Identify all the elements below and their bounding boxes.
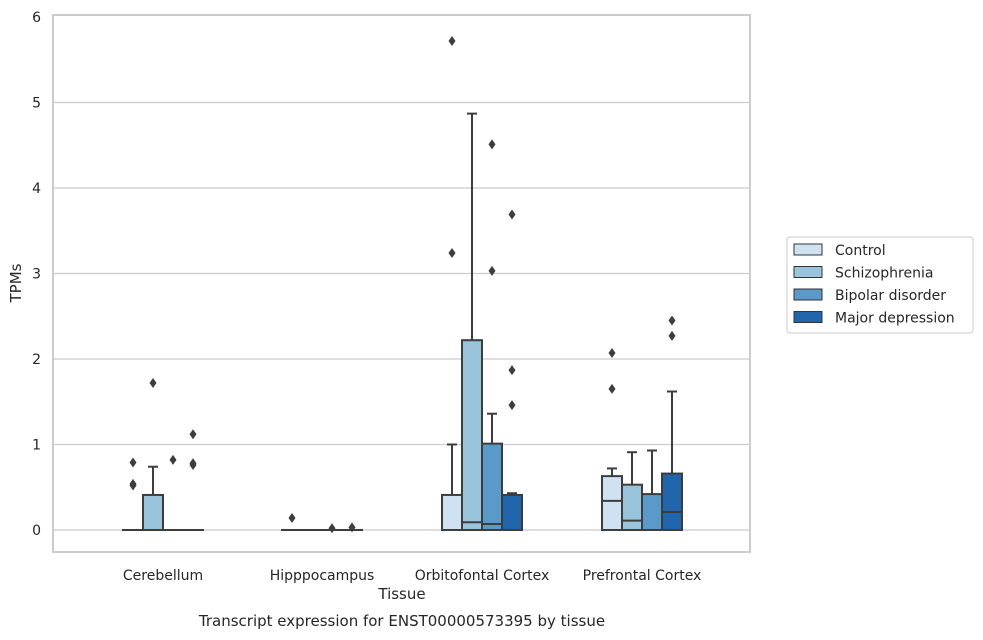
outlier-point bbox=[288, 513, 296, 524]
box bbox=[441, 35, 463, 532]
series-schizophrenia bbox=[142, 112, 643, 532]
x-tick-label: Orbitofontal Cortex bbox=[415, 568, 550, 584]
legend-swatch bbox=[793, 311, 823, 323]
x-tick-label: Hipppocampus bbox=[270, 568, 375, 584]
outlier-point bbox=[508, 400, 516, 411]
legend-swatch bbox=[793, 288, 823, 301]
box-body bbox=[661, 472, 683, 532]
x-tick-label: Prefrontal Cortex bbox=[583, 568, 702, 584]
box bbox=[481, 139, 503, 531]
y-tick-label: 3 bbox=[32, 267, 41, 283]
outlier-point bbox=[328, 523, 336, 534]
chart-caption: Transcript expression for ENST0000057339… bbox=[198, 612, 605, 630]
box-body bbox=[641, 493, 663, 531]
outlier-point bbox=[448, 35, 456, 46]
legend-item: Schizophrenia bbox=[793, 266, 933, 282]
x-tick-labels: Cerebellum Hipppocampus Orbitofontal Corte… bbox=[123, 568, 701, 584]
outlier-point bbox=[149, 377, 157, 388]
box-body bbox=[601, 475, 623, 532]
outlier-point bbox=[668, 330, 676, 341]
legend-swatch bbox=[793, 266, 823, 278]
legend-label: Schizophrenia bbox=[835, 266, 933, 282]
box bbox=[281, 513, 303, 532]
outlier-point bbox=[189, 458, 197, 469]
box bbox=[461, 112, 483, 531]
box-body bbox=[481, 442, 503, 531]
legend-item: Bipolar disorder bbox=[793, 288, 946, 304]
legend-swatch bbox=[793, 243, 823, 256]
x-tick-label: Cerebellum bbox=[123, 568, 203, 584]
outlier-point bbox=[169, 454, 177, 465]
box-series bbox=[122, 35, 683, 534]
outlier-point bbox=[668, 315, 676, 326]
x-axis-label: Tissue bbox=[377, 585, 425, 603]
box bbox=[182, 429, 204, 532]
y-tick-label: 2 bbox=[32, 352, 41, 368]
box bbox=[641, 449, 663, 531]
box bbox=[142, 377, 164, 532]
outlier-point bbox=[129, 457, 137, 468]
box-body bbox=[441, 493, 463, 532]
outlier-point bbox=[488, 265, 496, 276]
y-tick-label: 4 bbox=[32, 181, 41, 197]
box-body bbox=[621, 483, 643, 531]
outlier-point bbox=[348, 522, 356, 533]
outlier-point bbox=[608, 348, 616, 359]
box-body bbox=[142, 493, 164, 532]
y-tick-label: 6 bbox=[32, 10, 41, 26]
legend-item: Control bbox=[793, 243, 886, 259]
outlier-point bbox=[508, 365, 516, 376]
outlier-point bbox=[448, 247, 456, 258]
y-axis-label: TPMs bbox=[7, 263, 25, 303]
box-body bbox=[501, 493, 523, 532]
box bbox=[162, 454, 184, 532]
legend-label: Major depression bbox=[835, 311, 955, 327]
legend-label: Control bbox=[835, 243, 886, 259]
y-tick-label: 0 bbox=[32, 523, 41, 539]
y-tick-labels: 0 1 2 3 4 5 6 bbox=[32, 10, 41, 539]
box bbox=[621, 451, 643, 531]
y-tick-label: 5 bbox=[32, 96, 41, 112]
outlier-point bbox=[488, 139, 496, 150]
box bbox=[601, 348, 623, 532]
outlier-point bbox=[508, 209, 516, 220]
box bbox=[122, 457, 144, 532]
box bbox=[661, 315, 683, 532]
legend-frame bbox=[786, 236, 974, 334]
outlier-point bbox=[608, 383, 616, 394]
legend-label: Bipolar disorder bbox=[835, 288, 946, 304]
y-tick-label: 1 bbox=[32, 438, 41, 454]
box bbox=[501, 209, 523, 532]
outlier-point bbox=[129, 480, 137, 491]
box-body bbox=[461, 339, 483, 531]
box bbox=[321, 523, 343, 534]
legend-item: Major depression bbox=[793, 311, 955, 327]
series-major-depression bbox=[182, 209, 683, 533]
series-control bbox=[122, 35, 623, 532]
box bbox=[341, 522, 363, 533]
series-bipolar-disorder bbox=[162, 139, 663, 534]
plot-frame bbox=[52, 14, 751, 553]
legend: Control Schizophrenia Bipolar disorder Majo… bbox=[786, 236, 974, 334]
outlier-point bbox=[189, 429, 197, 440]
